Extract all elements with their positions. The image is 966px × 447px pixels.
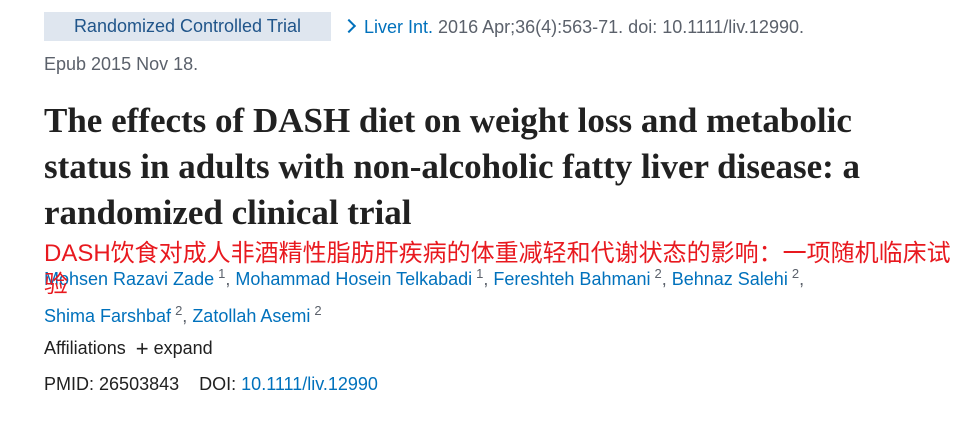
doi-link[interactable]: 10.1111/liv.12990 [241, 374, 378, 394]
epub-date: Epub 2015 Nov 18. [44, 54, 199, 74]
author: Fereshteh Bahmani 2 [493, 266, 671, 289]
author-name[interactable]: Zatollah Asemi [192, 306, 311, 326]
affiliation-number[interactable]: 2 [175, 303, 183, 318]
affiliation-number[interactable]: 2 [654, 266, 662, 281]
citation-details: 2016 Apr;36(4):563-71. doi: 10.1111/liv.… [438, 17, 804, 37]
chevron [341, 18, 357, 34]
expand-icon[interactable]: + [135, 336, 149, 361]
journal-link[interactable]: Liver Int. [364, 17, 434, 37]
author: Shima Farshbaf 2 [44, 303, 192, 326]
publication-type[interactable]: Randomized Controlled Trial [44, 12, 331, 41]
affiliations-label: Affiliations [44, 338, 126, 358]
affiliation-number[interactable]: 1 [476, 266, 484, 281]
author-name[interactable]: Mohsen Razavi Zade [44, 269, 215, 289]
identifiers: PMID: 26503843 DOI: 10.1111/liv.12990 [44, 370, 378, 398]
author-name[interactable]: Shima Farshbaf [44, 306, 172, 326]
affiliation-number[interactable]: 2 [314, 303, 322, 318]
affiliation-number[interactable]: 2 [791, 266, 800, 281]
affiliations: Affiliations + expand [44, 334, 213, 363]
author-name[interactable]: Mohammad Hosein Telkabadi [235, 269, 473, 289]
author-name[interactable]: Behnaz Salehi [671, 269, 788, 289]
author: Behnaz Salehi 2 [671, 266, 804, 289]
article-title: The effects of DASH diet on weight loss … [44, 101, 861, 232]
citation: Liver Int. 2016 Apr;36(4):563-71. doi: 1… [341, 13, 804, 41]
translation-overlay: DASH饮食对成人非酒精性脂肪肝疾病的体重减轻和代谢状态的影响：一项随机临床试验 [44, 240, 951, 298]
doi-label: DOI: [199, 374, 237, 394]
author: Zatollah Asemi 2 [192, 303, 322, 326]
author-name[interactable]: Fereshteh Bahmani [493, 269, 651, 289]
affiliation-number[interactable]: 1 [218, 266, 226, 281]
author: Mohsen Razavi Zade 1 [44, 266, 235, 289]
author: Mohammad Hosein Telkabadi 1 [235, 266, 493, 289]
pmid: 26503843 [99, 374, 180, 394]
pmid-label: PMID: [44, 374, 95, 394]
expand-toggle[interactable]: expand [153, 338, 213, 358]
